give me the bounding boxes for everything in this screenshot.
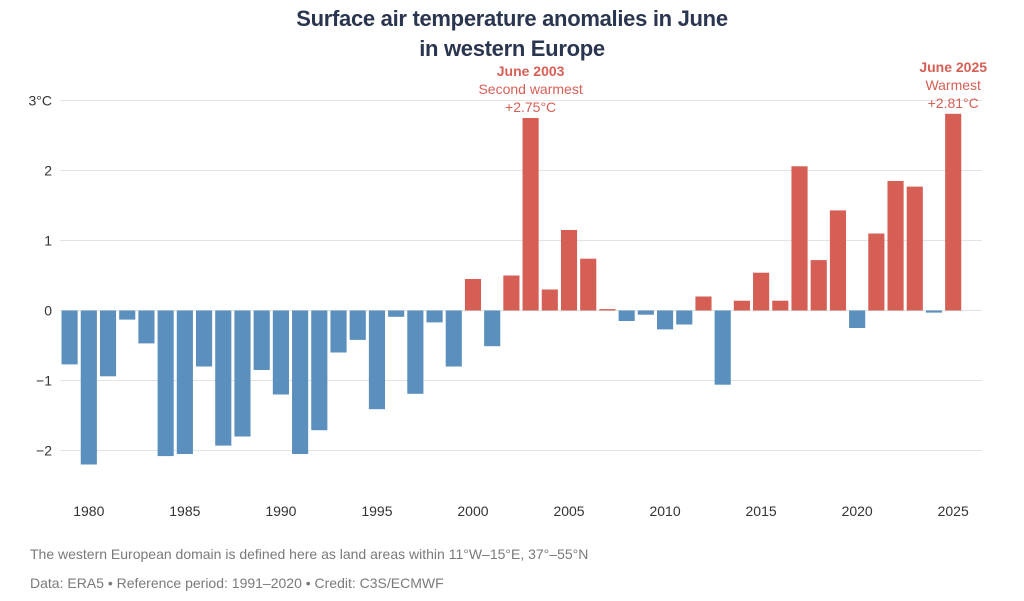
bar-1983 (138, 310, 155, 344)
bar-2006 (580, 258, 597, 311)
bar-1997 (407, 310, 424, 394)
bar-2001 (484, 310, 501, 347)
annotation-2003-line: +2.75°C (505, 99, 556, 115)
y-tick-label: 1 (44, 233, 52, 249)
x-tick-label: 1995 (361, 503, 392, 519)
gridlines (60, 100, 982, 451)
y-tick-label: −1 (36, 373, 52, 389)
bar-2000 (464, 279, 482, 311)
bar-2024 (925, 310, 943, 313)
y-tick-label: 3°C (29, 93, 53, 109)
bar-2020 (849, 310, 866, 328)
bar-1979 (61, 310, 78, 365)
bar-2002 (503, 275, 520, 311)
bar-2011 (676, 310, 693, 325)
footnote-domain: The western European domain is defined h… (30, 546, 589, 562)
bar-2013 (714, 310, 731, 385)
bar-2010 (656, 310, 674, 330)
annotation-2003-line: June 2003 (497, 63, 565, 79)
bar-1996 (388, 310, 405, 317)
x-tick-label: 1980 (73, 503, 104, 519)
bar-1986 (195, 310, 213, 367)
bar-2022 (887, 181, 904, 311)
bar-1989 (253, 310, 270, 370)
bar-2008 (618, 310, 635, 321)
bar-2015 (753, 272, 770, 311)
x-tick-label: 1990 (265, 503, 296, 519)
bar-2009 (637, 310, 654, 315)
bar-1992 (311, 310, 328, 431)
bar-2004 (541, 289, 558, 311)
bar-1982 (119, 310, 136, 320)
x-axis-labels: 1980 1985 1990 1995 2000 2005 2010 2015 2020 2025 (73, 503, 969, 519)
bar-2014 (733, 300, 750, 311)
bar-1994 (349, 310, 366, 340)
annotations: June 2003 Second warmest +2.75°C June 2025 W… (478, 59, 987, 115)
bar-1999 (445, 310, 462, 367)
x-tick-label: 2005 (553, 503, 584, 519)
bar-1985 (176, 310, 193, 454)
bar-2007 (599, 309, 616, 311)
x-tick-label: 2000 (457, 503, 488, 519)
x-tick-label: 2015 (746, 503, 777, 519)
x-tick-label: 2010 (649, 503, 680, 519)
bar-2016 (772, 300, 789, 311)
annotation-2025-line: Warmest (925, 77, 981, 93)
x-tick-label: 2020 (842, 503, 873, 519)
x-tick-label: 2025 (938, 503, 969, 519)
bar-1987 (215, 310, 232, 446)
y-axis-labels: −2 −1 0 1 2 3°C (29, 93, 53, 459)
bar-1984 (157, 310, 174, 457)
bar-2003 (522, 118, 539, 311)
annotation-2025-line: +2.81°C (928, 95, 979, 111)
annotation-2025-line: June 2025 (919, 59, 987, 75)
bar-2017 (791, 166, 808, 311)
bar-1993 (330, 310, 347, 353)
chart-title-line-1: Surface air temperature anomalies in Jun… (296, 6, 728, 31)
bar-2012 (695, 296, 712, 311)
bar-2023 (906, 186, 923, 311)
bar-1981 (99, 310, 117, 377)
footnote-credit: Data: ERA5 • Reference period: 1991–2020… (30, 575, 444, 591)
bar-1998 (426, 310, 443, 323)
bar-2005 (560, 230, 578, 311)
bars (61, 113, 962, 465)
bar-1995 (368, 310, 386, 410)
bar-1990 (272, 310, 289, 395)
bar-2021 (868, 233, 885, 311)
y-tick-label: −2 (36, 443, 52, 459)
bar-2019 (829, 210, 847, 311)
bar-2018 (810, 260, 827, 311)
x-tick-label: 1985 (169, 503, 200, 519)
bar-1988 (234, 310, 251, 437)
bar-1991 (292, 310, 309, 454)
chart-title: Surface air temperature anomalies in Jun… (0, 4, 1024, 64)
chart-title-line-2: in western Europe (419, 36, 605, 61)
annotation-2003-line: Second warmest (478, 81, 582, 97)
bar-2025 (945, 113, 962, 311)
bar-1980 (80, 310, 97, 465)
y-tick-label: 0 (44, 303, 52, 319)
y-tick-label: 2 (44, 163, 52, 179)
